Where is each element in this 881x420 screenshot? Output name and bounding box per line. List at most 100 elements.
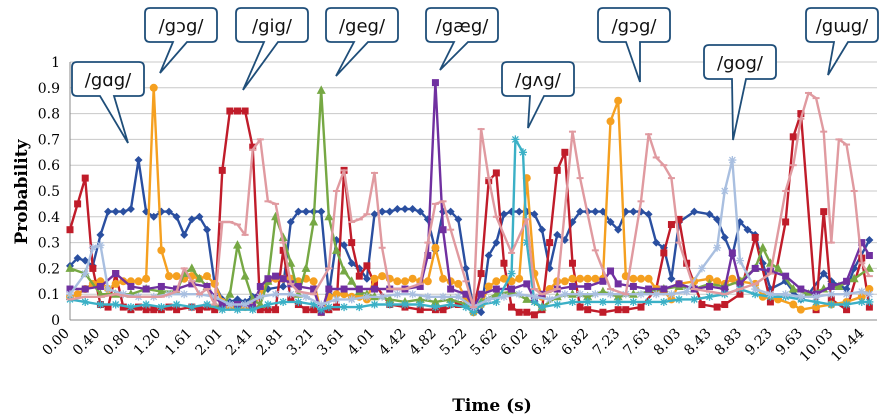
data-point <box>599 277 607 285</box>
x-tick-label: 2.81 <box>253 326 286 359</box>
data-point <box>545 295 554 304</box>
data-point <box>408 205 417 214</box>
data-point <box>667 274 676 283</box>
callout-label: /gɔg/ <box>159 16 205 37</box>
data-point <box>462 290 470 298</box>
data-point <box>355 303 364 312</box>
data-point <box>81 285 89 293</box>
data-point <box>279 297 288 306</box>
data-point <box>332 295 341 304</box>
data-point <box>515 290 524 299</box>
data-point <box>256 306 264 314</box>
y-tick-label: 0.4 <box>38 210 60 226</box>
data-point <box>598 297 607 306</box>
data-point <box>864 263 874 272</box>
data-point <box>827 282 835 290</box>
data-point <box>682 287 691 296</box>
data-point <box>500 259 508 267</box>
data-point <box>134 156 143 165</box>
data-point <box>218 166 226 174</box>
data-point <box>461 303 470 312</box>
data-point <box>378 292 387 301</box>
data-point <box>439 306 447 314</box>
data-point <box>415 294 425 303</box>
data-point <box>614 306 622 314</box>
data-point <box>81 174 89 182</box>
callout-bubble: /gɑg/ <box>71 61 145 144</box>
data-point <box>393 290 402 299</box>
data-point <box>591 290 600 299</box>
data-point <box>713 277 722 286</box>
data-point <box>865 303 873 311</box>
data-point <box>203 225 212 234</box>
data-point <box>713 243 722 252</box>
data-point <box>172 272 181 281</box>
data-point <box>423 277 432 286</box>
x-tick-label: 8.43 <box>681 326 714 359</box>
data-point <box>644 210 653 219</box>
x-tick-label: 8.03 <box>651 326 684 359</box>
data-point <box>660 249 668 257</box>
data-point <box>446 207 455 216</box>
y-tick-label: 0.9 <box>38 81 60 97</box>
data-point <box>309 300 318 309</box>
data-point <box>104 207 113 216</box>
data-point <box>842 290 851 299</box>
data-point <box>568 259 576 267</box>
data-point <box>119 207 128 216</box>
data-point <box>203 282 211 290</box>
data-point <box>226 107 234 115</box>
x-tick-label: 2.01 <box>192 326 225 359</box>
data-point <box>446 294 456 303</box>
data-point <box>751 285 760 294</box>
data-point <box>484 251 493 260</box>
x-tick-label: 5.62 <box>467 326 500 359</box>
x-tick-label: 6.02 <box>498 326 531 359</box>
data-point <box>508 285 516 293</box>
data-point <box>560 290 569 299</box>
callout-bubble: /gʌg/ <box>501 61 575 129</box>
data-point <box>286 258 296 267</box>
callout-label: /gʌg/ <box>515 70 562 91</box>
x-tick-label: 3.21 <box>284 326 317 359</box>
data-point <box>431 243 440 252</box>
data-point <box>156 286 166 296</box>
series-8 <box>66 91 873 309</box>
y-axis-label: Probability <box>12 138 32 244</box>
data-point <box>96 241 105 250</box>
x-axis-label: Time (s) <box>452 396 532 416</box>
data-point <box>865 290 874 299</box>
data-point <box>735 256 744 265</box>
data-point <box>324 211 334 221</box>
data-point <box>690 295 699 304</box>
callout-label: /geg/ <box>339 16 386 37</box>
data-point <box>393 205 402 214</box>
data-point <box>583 297 592 306</box>
callout-bubble: /gig/ <box>235 7 309 91</box>
data-point <box>492 277 501 286</box>
data-point <box>675 280 683 288</box>
data-point <box>728 274 737 283</box>
data-point <box>803 289 813 298</box>
data-point <box>164 207 173 216</box>
data-point <box>857 287 866 296</box>
data-point <box>112 270 120 278</box>
data-point <box>317 207 326 216</box>
data-point <box>606 290 615 299</box>
data-point <box>416 306 424 314</box>
data-point <box>164 272 173 281</box>
data-point <box>636 274 645 283</box>
data-point <box>827 300 836 309</box>
data-point <box>629 274 638 283</box>
data-point <box>812 292 821 301</box>
data-point <box>865 285 874 294</box>
data-point <box>743 225 752 234</box>
data-point <box>157 246 166 255</box>
data-point <box>279 246 287 254</box>
data-point <box>157 303 166 312</box>
data-point <box>195 306 203 314</box>
data-point <box>187 303 196 312</box>
data-point <box>484 282 493 291</box>
data-point <box>728 156 737 165</box>
data-point <box>362 274 371 283</box>
